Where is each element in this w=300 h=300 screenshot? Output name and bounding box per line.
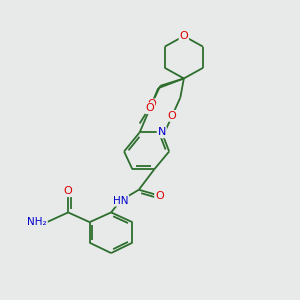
Text: HN: HN <box>113 196 128 206</box>
Text: O: O <box>147 99 156 110</box>
Text: N: N <box>158 127 166 137</box>
Text: O: O <box>64 186 73 196</box>
Text: O: O <box>168 111 176 121</box>
Text: NH₂: NH₂ <box>27 217 47 227</box>
Text: O: O <box>155 190 164 201</box>
Text: O: O <box>146 103 154 113</box>
Text: O: O <box>179 31 188 41</box>
